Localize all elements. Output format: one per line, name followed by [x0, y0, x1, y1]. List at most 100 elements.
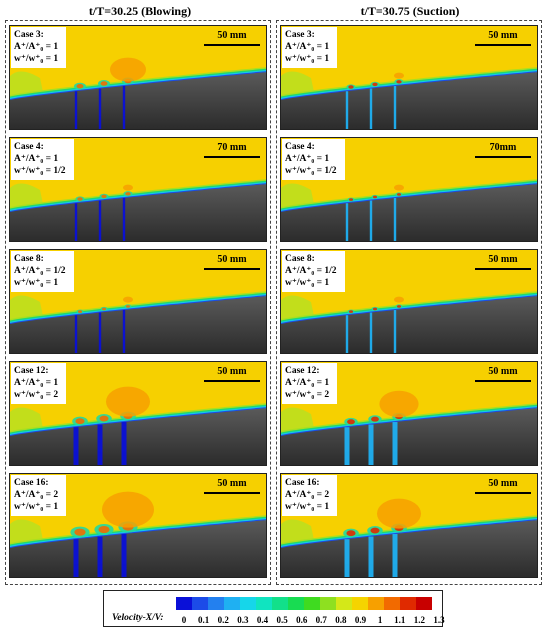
vortex-core: [372, 82, 378, 87]
separation-bubble: [102, 491, 154, 528]
jet-slot: [344, 539, 350, 577]
scale-bar: 50 mm: [475, 254, 531, 270]
vortex-core: [347, 419, 355, 425]
case-number: Case 16:: [285, 478, 320, 488]
jet-slot: [74, 203, 78, 241]
jet-slot: [344, 427, 350, 465]
case-label: Case 3: A⁺/A⁺₀ = 1 w⁺/w⁺₀ = 1: [11, 27, 67, 68]
separation-bubble: [394, 72, 404, 79]
scale-line: [204, 492, 260, 494]
amplitude-ratio: A⁺/A⁺₀ = 2: [285, 490, 330, 500]
contour-panel: Case 16: A⁺/A⁺₀ = 2 w⁺/w⁺₀ = 1 50 mm: [9, 473, 267, 578]
vortex-core: [372, 307, 378, 311]
legend-swatch: [240, 597, 256, 610]
scale-bar: 50 mm: [475, 478, 531, 494]
jet-slot: [393, 310, 397, 353]
scale-label: 70mm: [489, 142, 517, 153]
scale-bar: 50 mm: [204, 254, 260, 270]
contour-panel: Case 12: A⁺/A⁺₀ = 1 w⁺/w⁺₀ = 2 50 mm: [280, 361, 538, 466]
amplitude-ratio: A⁺/A⁺₀ = 1: [14, 42, 59, 52]
vortex-core: [396, 80, 402, 84]
scale-bar: 50 mm: [204, 478, 260, 494]
vortex-core: [76, 83, 84, 89]
scale-line: [475, 492, 531, 494]
case-number: Case 8:: [14, 254, 44, 264]
jet-slot: [369, 312, 373, 353]
case-label: Case 12: A⁺/A⁺₀ = 1 w⁺/w⁺₀ = 2: [11, 363, 67, 404]
jet-slot: [122, 86, 126, 129]
contour-panel: Case 4: A⁺/A⁺₀ = 1 w⁺/w⁺₀ = 1/2 70 mm: [9, 137, 267, 242]
scale-label: 50 mm: [488, 478, 518, 489]
legend-swatch: [384, 597, 400, 610]
airfoil-surface: [10, 296, 266, 353]
amplitude-ratio: A⁺/A⁺₀ = 1: [285, 154, 330, 164]
case-number: Case 4:: [285, 142, 315, 152]
frequency-ratio: w⁺/w⁺₀ = 1: [285, 502, 330, 512]
vortex-core: [74, 528, 86, 536]
jet-slot: [122, 310, 126, 353]
vortex-core: [348, 310, 354, 313]
separation-bubble: [379, 390, 419, 418]
frequency-ratio: w⁺/w⁺₀ = 1: [14, 54, 59, 64]
legend-tick-label: 1.3: [433, 615, 445, 625]
case-number: Case 12:: [14, 366, 49, 376]
case-label: Case 16: A⁺/A⁺₀ = 2 w⁺/w⁺₀ = 1: [11, 475, 67, 516]
separation-bubble: [394, 184, 404, 191]
legend-swatch: [304, 597, 320, 610]
amplitude-ratio: A⁺/A⁺₀ = 1: [285, 42, 330, 52]
frequency-ratio: w⁺/w⁺₀ = 1: [285, 54, 330, 64]
vortex-core: [396, 193, 402, 196]
scale-bar: 50 mm: [204, 30, 260, 46]
left-column-frame: [5, 20, 271, 585]
jet-slot: [97, 424, 103, 465]
scale-line: [204, 268, 260, 270]
jet-slot: [121, 534, 127, 577]
case-number: Case 12:: [285, 366, 320, 376]
contour-plot: [281, 138, 537, 241]
legend-tick-label: 0.9: [354, 615, 367, 625]
amplitude-ratio: A⁺/A⁺₀ = 1: [14, 378, 59, 388]
airfoil-surface: [10, 184, 266, 241]
legend-tick-label: 0.4: [256, 615, 269, 625]
scale-line: [204, 380, 260, 382]
legend-swatch: [368, 597, 384, 610]
vortex-core: [372, 195, 378, 199]
jet-slot: [393, 86, 397, 129]
case-number: Case 16:: [14, 478, 49, 488]
jet-slot: [121, 422, 127, 465]
scale-label: 50 mm: [488, 30, 518, 41]
legend-tick-label: 0.5: [276, 615, 288, 625]
jet-slot: [122, 198, 126, 241]
scale-bar: 50 mm: [204, 366, 260, 382]
scale-line: [204, 156, 260, 158]
vortex-core: [100, 81, 108, 86]
jet-slot: [368, 536, 374, 577]
legend-tick-label: 1.1: [394, 615, 406, 625]
vortex-core: [99, 415, 109, 422]
legend-tick-label: 1: [377, 615, 383, 625]
scale-label: 50 mm: [217, 30, 247, 41]
jet-slot: [98, 312, 102, 353]
scale-line: [475, 380, 531, 382]
scale-label: 50 mm: [217, 478, 247, 489]
legend-tick-label: 0.1: [197, 615, 210, 625]
legend-swatch: [208, 597, 224, 610]
scale-line: [475, 268, 531, 270]
jet-slot: [392, 422, 398, 465]
contour-panel: Case 3: A⁺/A⁺₀ = 1 w⁺/w⁺₀ = 1 50 mm: [280, 25, 538, 130]
case-number: Case 4:: [14, 142, 44, 152]
case-number: Case 3:: [285, 30, 315, 40]
separation-bubble: [123, 184, 133, 191]
separation-bubble: [377, 498, 421, 529]
separation-bubble: [394, 296, 404, 303]
jet-slot: [369, 88, 373, 129]
case-number: Case 8:: [285, 254, 315, 264]
scale-line: [475, 156, 531, 158]
airfoil-surface: [281, 184, 537, 241]
contour-plot: [10, 138, 266, 241]
case-label: Case 12: A⁺/A⁺₀ = 1 w⁺/w⁺₀ = 2: [282, 363, 338, 404]
airfoil-surface: [10, 72, 266, 129]
jet-slot: [74, 91, 78, 129]
jet-slot: [393, 198, 397, 241]
legend-ticks: 0 0.1 0.2 0.3 0.4 0.5 0.6 0.7 0.8 0.9 1 1.1 1.2 1.3: [176, 615, 448, 627]
